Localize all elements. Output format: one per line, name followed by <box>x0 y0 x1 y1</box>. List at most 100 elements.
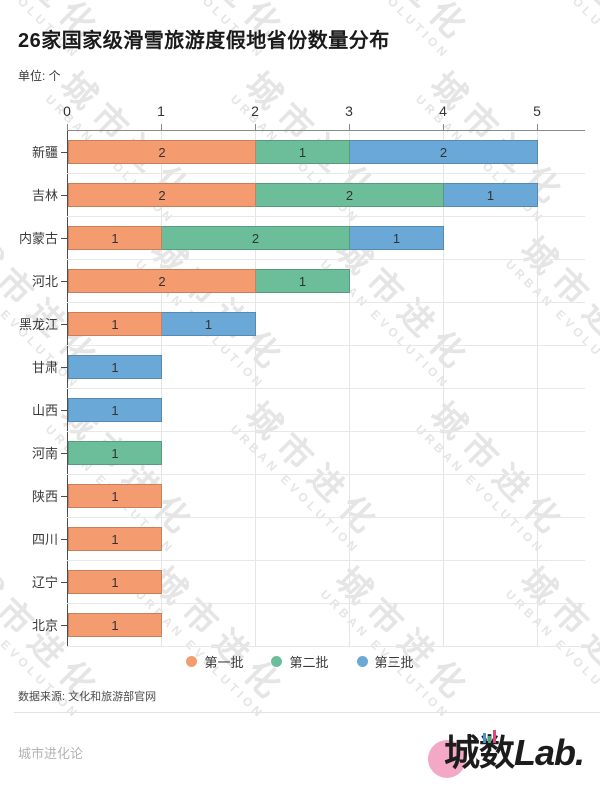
bar-segment-第二批: 1 <box>256 140 350 164</box>
legend-dot-icon <box>271 656 283 667</box>
stacked-bar: 1 <box>68 355 162 379</box>
segment-value-label: 1 <box>111 316 119 332</box>
category-label: 陕西 <box>31 489 58 504</box>
segment-value-label: 1 <box>111 359 119 375</box>
bar-segment-第一批: 1 <box>68 484 162 508</box>
bar-segment-第一批: 1 <box>68 312 162 336</box>
y-tick-mark <box>61 582 67 583</box>
bar-segment-第二批: 1 <box>68 441 162 465</box>
y-axis-line <box>67 131 68 647</box>
unit-label: 单位: 个 <box>18 69 61 83</box>
bar-segment-第二批: 1 <box>256 269 350 293</box>
bar-segment-第一批: 1 <box>68 570 162 594</box>
category-label: 内蒙古 <box>18 231 58 246</box>
segment-value-label: 2 <box>345 187 354 203</box>
stacked-bar: 1 <box>68 527 162 551</box>
y-tick-mark <box>61 195 67 196</box>
x-tick-label: 3 <box>345 103 353 119</box>
bar-segment-第一批: 1 <box>68 613 162 637</box>
category-label: 辽宁 <box>31 575 58 590</box>
stacked-bar: 2 2 1 <box>68 183 538 207</box>
bar-segment-第一批: 2 <box>68 183 256 207</box>
legend-label: 第二批 <box>289 655 329 670</box>
segment-value-label: 2 <box>158 144 166 160</box>
stacked-bar: 1 <box>68 570 162 594</box>
y-tick-mark <box>61 496 67 497</box>
y-tick-mark <box>61 238 67 239</box>
footer-divider <box>14 712 600 713</box>
y-tick-mark <box>61 152 67 153</box>
chart-row: 河北 2 1 <box>32 260 585 303</box>
vertical-gridline <box>255 131 256 647</box>
segment-value-label: 1 <box>111 531 119 547</box>
bar-segment-第三批: 1 <box>68 398 162 422</box>
vertical-gridline <box>443 131 444 647</box>
x-axis: 0 1 2 3 4 5 <box>63 100 585 131</box>
bar-segment-第一批: 2 <box>68 269 256 293</box>
chart-title: 26家国家级滑雪旅游度假地省份数量分布 <box>18 30 390 52</box>
vertical-gridline <box>349 131 350 647</box>
chart-row: 甘肃 1 <box>32 346 585 389</box>
x-tick-label: 4 <box>439 103 447 119</box>
brand-logo: 城数Lab. <box>427 724 585 780</box>
plot-area: 新疆 2 1 2 吉林 2 2 1 内蒙古 1 2 1 河北 2 1 黑龙江 1 1 甘肃 1 山西 1 河南 1 陕西 1 四川 1… <box>19 131 585 647</box>
y-tick-mark <box>61 625 67 626</box>
bar-segment-第三批: 1 <box>444 183 538 207</box>
category-label: 四川 <box>31 532 58 547</box>
legend-item: 第一批 <box>186 652 243 671</box>
x-tick-label: 0 <box>63 103 71 119</box>
category-label: 新疆 <box>31 145 58 160</box>
bar-segment-第三批: 1 <box>350 226 444 250</box>
category-label: 河南 <box>31 446 58 461</box>
x-tick-mark <box>349 124 350 130</box>
bar-segment-第三批: 1 <box>68 355 162 379</box>
x-tick-label: 1 <box>157 103 165 119</box>
segment-value-label: 1 <box>486 187 495 203</box>
data-source-note: 数据来源: 文化和旅游部官网 <box>18 691 157 703</box>
segment-value-label: 1 <box>298 144 307 160</box>
bar-segment-第二批: 2 <box>256 183 444 207</box>
x-tick-mark <box>537 124 538 130</box>
y-tick-mark <box>61 453 67 454</box>
segment-value-label: 2 <box>158 187 166 203</box>
bar-segment-第一批: 2 <box>68 140 256 164</box>
x-tick-mark <box>67 124 68 130</box>
chart-row: 陕西 1 <box>32 475 585 518</box>
y-tick-mark <box>61 281 67 282</box>
bar-segment-第一批: 1 <box>68 226 162 250</box>
chart-row: 内蒙古 1 2 1 <box>19 217 585 260</box>
legend-label: 第一批 <box>204 655 244 670</box>
legend-dot-icon <box>356 656 368 667</box>
x-tick-mark <box>255 124 256 130</box>
logo-pink-circle-icon <box>427 740 466 778</box>
chart-row: 四川 1 <box>32 518 585 561</box>
segment-value-label: 2 <box>158 273 166 289</box>
stacked-bar: 1 <box>68 398 162 422</box>
segment-value-label: 2 <box>251 230 260 246</box>
stacked-bar: 1 <box>68 613 162 637</box>
legend: 第一批 第二批 第三批 <box>0 652 600 671</box>
logo-text-cjk: 城数 <box>443 732 515 773</box>
segment-value-label: 1 <box>111 230 119 246</box>
y-tick-mark <box>61 324 67 325</box>
category-label: 河北 <box>31 274 58 289</box>
category-label: 北京 <box>31 618 58 633</box>
segment-value-label: 1 <box>392 230 401 246</box>
segment-value-label: 1 <box>111 488 119 504</box>
chart-row: 新疆 2 1 2 <box>32 131 585 174</box>
category-label: 甘肃 <box>31 360 58 375</box>
segment-value-label: 1 <box>111 445 119 461</box>
chart-row: 黑龙江 1 1 <box>19 303 585 346</box>
stacked-bar: 1 <box>68 441 162 465</box>
segment-value-label: 1 <box>298 273 307 289</box>
stacked-bar: 1 2 1 <box>68 226 444 250</box>
logo-text-latin: Lab. <box>513 732 585 773</box>
chart-row: 吉林 2 2 1 <box>32 174 585 217</box>
chart-row: 辽宁 1 <box>32 561 585 604</box>
segment-value-label: 2 <box>439 144 448 160</box>
y-tick-mark <box>61 367 67 368</box>
legend-label: 第三批 <box>374 655 414 670</box>
